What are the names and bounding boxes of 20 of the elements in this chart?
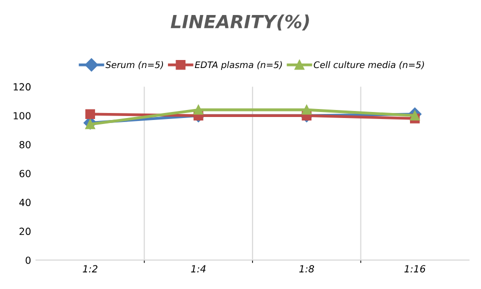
y-tick-label: 60 (20, 170, 31, 178)
y-tick-label: 0 (26, 256, 31, 264)
x-tick-label: 1:16 (404, 265, 426, 272)
point (302, 104, 312, 115)
x-tick-label: 1:2 (82, 265, 98, 272)
x-tick-label: 1:4 (191, 265, 206, 272)
x-tick-label: 1:8 (299, 265, 314, 272)
y-tick-label: 80 (20, 140, 31, 148)
legend-label: Cell culture media (n=5) (314, 61, 424, 70)
legend-label: EDTA plasma (n=5) (194, 61, 282, 70)
point (194, 104, 204, 115)
legend-label: Serum (n=5) (106, 61, 164, 70)
point (410, 110, 420, 120)
point (85, 109, 96, 120)
y-tick-label: 120 (14, 83, 31, 91)
chart-title: LINEARITY(%) (170, 14, 309, 31)
y-tick-label: 20 (20, 228, 31, 236)
y-tick-label: 100 (14, 112, 31, 120)
point (85, 119, 96, 130)
y-tick-label: 40 (19, 198, 31, 206)
